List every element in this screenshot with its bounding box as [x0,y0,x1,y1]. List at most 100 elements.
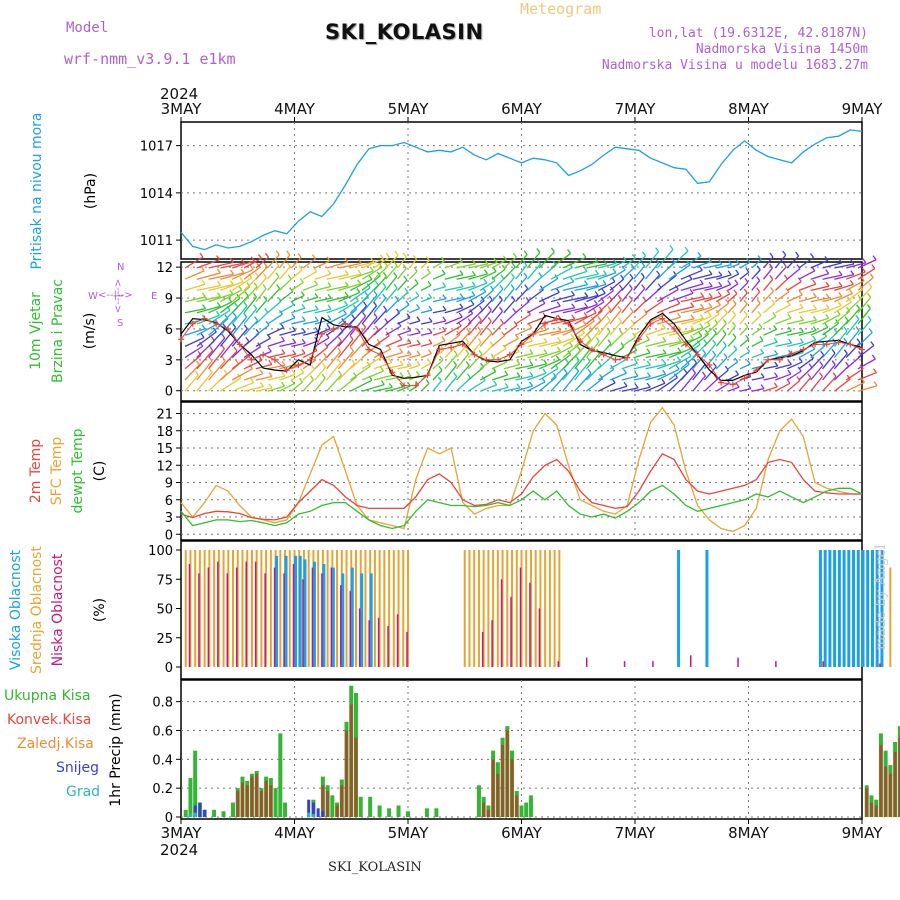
wind-barb [291,307,306,314]
wind-barb-flag [512,252,517,258]
mid-cloud-bar [544,550,547,667]
wind-barb [775,330,792,336]
wind-barb-flag [477,337,482,343]
wind-barb-flag [543,325,548,331]
wind-barb [633,288,646,303]
wind-barb-flag [440,345,445,351]
wind-barb [456,312,473,325]
wind-barb-flag [787,360,792,365]
wind-barb-flag [592,308,597,314]
wind-gust-marker [178,336,184,343]
wind-barb [290,294,305,303]
wind-barb [598,272,617,280]
wind-barb-flag [612,258,617,264]
wind-barb [562,340,583,359]
wind-barb [409,343,421,348]
wind-barb [539,350,561,359]
wind-barb [503,324,518,336]
wind-barb-flag [825,293,830,299]
wind-barb-flag [797,366,802,372]
wind-barb-flag [438,365,443,371]
wind-barb [302,349,318,359]
wind-barb-flag [353,305,358,310]
wind-barb [810,354,825,370]
wind-barb [550,337,575,348]
wind-barb-flag [866,304,871,309]
mid-cloud-bar [246,550,249,667]
wind-barb [279,278,292,291]
wind-barb [432,298,447,303]
wind-barb [397,342,412,348]
wind-barb-flag [661,378,666,384]
precip-graupel-bar [188,814,192,817]
wind-barb [550,294,575,303]
wind-barb [574,349,591,370]
precip-convective-bar [255,773,259,817]
low-cloud-bar [311,567,314,667]
wind-gust-marker [459,341,466,348]
wind-barb [798,329,817,336]
wind-barb [290,269,303,280]
wind-barb [208,318,229,336]
wind-barb [479,332,493,347]
wind-barb-flag [292,338,297,344]
wind-barb [786,294,803,303]
wind-barb-flag [314,305,319,310]
wind-barb [491,310,504,325]
wind-barb [290,372,304,381]
wind-gust-marker [518,341,525,348]
high-cloud-bar [856,550,860,667]
wind-barb [574,360,591,381]
wind-gust-marker [401,382,408,389]
precip-total-bar [368,796,373,817]
wind-barb [680,317,704,325]
wind-barb [409,332,421,336]
wind-barb [290,381,303,392]
wind-barb [857,286,873,303]
wind-barb-flag [855,314,860,320]
wind-barb-flag [850,259,855,265]
wind-barb-flag [262,284,267,290]
low-cloud-bar [822,661,824,667]
wind-barb-flag [528,336,533,342]
wind-barb-flag [674,284,679,290]
wind-barb-flag [493,258,498,263]
wind-barb-flag [848,288,854,294]
wind-barb-flag [357,279,362,285]
wind-barb [704,366,717,381]
wind-barb-flag [201,279,206,285]
wind-barb-flag [623,381,628,387]
wind-barb-flag [862,258,867,264]
wind-barb [550,345,573,359]
wind-barb [408,259,417,269]
low-cloud-bar [340,585,342,667]
wind-barb [751,302,761,314]
wind-barb [716,264,732,269]
wind-barb [751,387,765,392]
wind-barb [633,276,645,291]
wind-barb [810,285,830,292]
precip-total-bar [396,805,401,817]
wind-barb [314,273,331,280]
mid-cloud-bar [539,550,542,667]
wind-barb-flag [690,314,695,320]
wind-barb-flag [362,311,367,317]
wind-barb-flag [601,288,606,294]
wind-barb [456,303,475,314]
wind-barb [574,372,592,392]
wind-barb-flag [280,336,285,342]
wind-barb [774,254,787,269]
mid-cloud-bar [515,550,518,667]
wind-barb-flag [799,315,804,321]
y-tick-label: 0.8 [152,696,173,711]
low-cloud-bar [226,573,229,667]
wind-barb [232,260,255,269]
wind-gust-marker [577,338,584,345]
wind-barb [373,256,390,269]
wind-barb-flag [301,316,306,322]
wind-barb [278,254,291,269]
wind-barb [397,317,411,325]
wind-barb [751,269,761,280]
wind-barb [503,288,515,303]
wind-barb [574,303,598,314]
